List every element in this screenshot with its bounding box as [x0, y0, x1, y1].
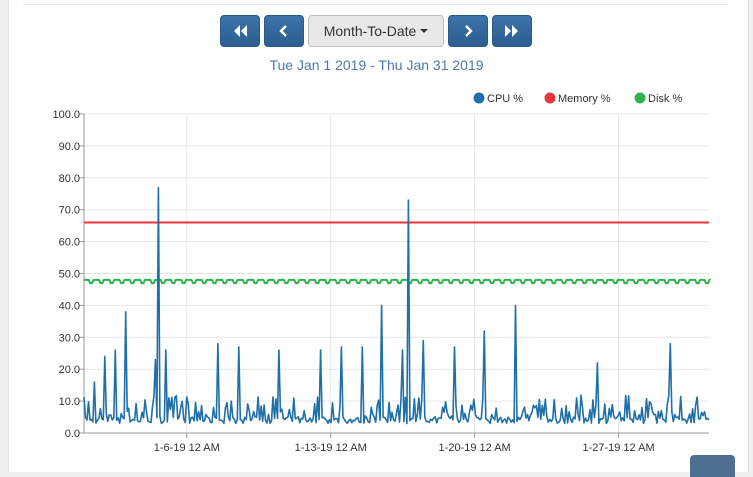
- x-tick-label: 1-6-19 12 AM: [154, 442, 220, 454]
- disk-series-line: [84, 278, 712, 285]
- chevron-left-icon: [279, 25, 287, 37]
- y-tick-label: 90.0: [59, 141, 80, 153]
- previous-period-button[interactable]: [264, 15, 304, 47]
- y-tick-label: 0.0: [65, 428, 80, 440]
- y-axis: 0.0 10.0 20.0 30.0 40.0 50.0 60.0 70.0 80.0 90.0 1…: [52, 109, 85, 440]
- chevron-right-icon: [465, 25, 473, 37]
- x-tick-label: 1-13-19 12 AM: [295, 442, 367, 454]
- x-axis: 1-6-19 12 AM 1-13-19 12 AM 1-20-19 12 AM 1-…: [84, 432, 709, 454]
- y-tick-label: 50.0: [59, 269, 80, 281]
- legend-marker: [544, 92, 556, 104]
- y-tick-label: 100.0: [52, 109, 80, 121]
- date-range-label: Tue Jan 1 2019 - Thu Jan 31 2019: [269, 57, 484, 73]
- content-panel: [8, 0, 749, 472]
- chart-series: [83, 186, 712, 425]
- period-select-dropdown[interactable]: Month-To-Date: [308, 15, 444, 47]
- double-chevron-left-icon: [234, 25, 247, 37]
- double-chevron-right-icon: [505, 25, 518, 37]
- last-period-button[interactable]: [492, 15, 532, 47]
- y-tick-label: 70.0: [59, 205, 80, 217]
- x-tick-label: 1-27-19 12 AM: [582, 442, 654, 454]
- legend-marker: [634, 92, 646, 104]
- chart-grid: [84, 113, 709, 434]
- legend-label: CPU %: [487, 93, 523, 105]
- legend-label: Disk %: [648, 93, 682, 105]
- chart-legend: CPU % Memory % Disk %: [473, 92, 682, 105]
- y-tick-label: 40.0: [59, 300, 80, 312]
- y-tick-label: 20.0: [59, 364, 80, 376]
- scroll-top-button[interactable]: [690, 455, 735, 477]
- y-tick-label: 80.0: [59, 173, 80, 185]
- caret-down-icon: [420, 29, 429, 33]
- top-divider: [23, 4, 728, 5]
- period-select-label: Month-To-Date: [323, 23, 417, 39]
- y-tick-label: 10.0: [59, 396, 80, 408]
- legend-marker: [473, 92, 485, 104]
- legend-label: Memory %: [558, 93, 611, 105]
- usage-line-chart: 0.0 10.0 20.0 30.0 40.0 50.0 60.0 70.0 80.0 90.0 1…: [52, 92, 712, 454]
- cpu-series-line: [83, 186, 710, 425]
- first-period-button[interactable]: [220, 15, 260, 47]
- y-tick-label: 30.0: [59, 332, 80, 344]
- next-period-button[interactable]: [448, 15, 488, 47]
- y-tick-label: 60.0: [59, 237, 80, 249]
- x-tick-label: 1-20-19 12 AM: [439, 442, 511, 454]
